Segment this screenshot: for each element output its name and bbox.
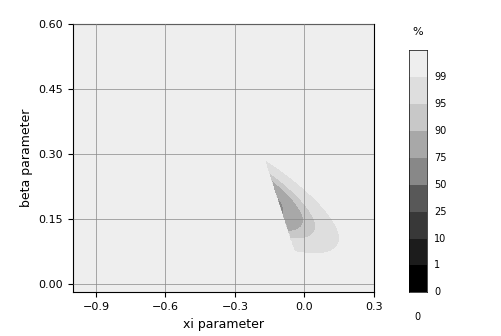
Text: 90: 90 (433, 126, 445, 136)
Text: 95: 95 (433, 99, 446, 109)
X-axis label: xi parameter: xi parameter (182, 318, 264, 331)
Bar (408, 185, 426, 212)
Text: 10: 10 (433, 234, 445, 244)
Bar (408, 50, 426, 77)
Bar (408, 104, 426, 131)
Bar (408, 239, 426, 265)
Text: 75: 75 (433, 153, 446, 163)
Bar (408, 131, 426, 158)
Text: 0: 0 (414, 312, 420, 323)
Y-axis label: beta parameter: beta parameter (20, 109, 33, 207)
Bar (408, 265, 426, 292)
Bar (408, 77, 426, 104)
Bar (408, 158, 426, 185)
Text: 25: 25 (433, 207, 446, 217)
Text: %: % (411, 27, 422, 37)
Text: 0: 0 (433, 287, 439, 297)
Text: 99: 99 (433, 72, 445, 82)
Text: 1: 1 (433, 260, 439, 270)
Text: 50: 50 (433, 180, 446, 190)
Bar (408, 212, 426, 239)
